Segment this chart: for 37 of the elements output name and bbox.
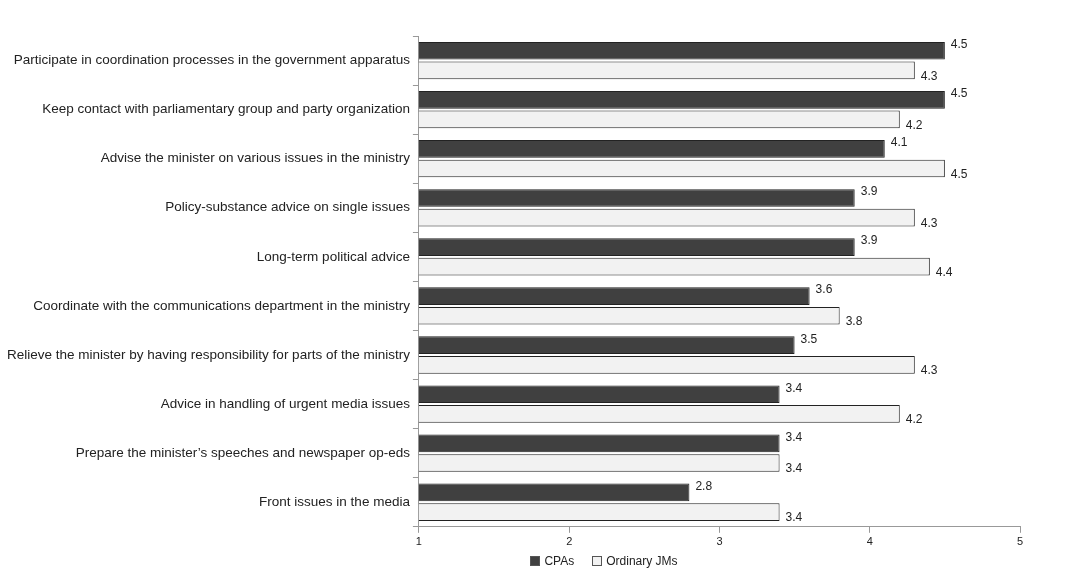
y-tick-label: Prepare the minister’s speeches and newspaper op-eds: [75, 444, 411, 460]
y-tick-label: Coordinate with the communications department in the ministry: [33, 297, 411, 313]
data-label: 3.4: [785, 510, 803, 525]
y-tick-label: Relieve the minister by having responsibility for parts of the ministry: [7, 346, 411, 362]
y-tick-label: Advice in handling of urgent media issues: [160, 395, 411, 411]
data-label: 4.3: [920, 215, 938, 230]
data-label: 4.5: [950, 37, 968, 52]
y-tick-label: Front issues in the media: [259, 493, 411, 509]
data-label: 3.5: [800, 331, 818, 346]
y-tick-label: Participate in coordination processes in the government apparatus: [13, 52, 411, 68]
data-label: 4.4: [935, 264, 953, 279]
y-tick-label: Long-term political advice: [256, 248, 410, 264]
data-label: 4.3: [920, 68, 938, 83]
y-tick-label: Policy-substance advice on single issues: [165, 199, 411, 215]
data-label: 4.1: [890, 135, 908, 150]
data-label: 4.2: [905, 412, 923, 427]
data-label: 4.2: [905, 117, 923, 132]
data-label: 3.9: [860, 233, 878, 248]
x-tick-label: 5: [1016, 535, 1024, 548]
y-tick-label: Keep contact with parliamentary group and party organization: [42, 101, 410, 117]
data-label: 3.8: [845, 314, 863, 329]
x-tick-label: 1: [415, 535, 422, 548]
legend-label: Ordinary JMs: [606, 554, 678, 568]
data-label: 4.5: [950, 166, 968, 181]
x-tick-label: 4: [866, 535, 873, 548]
data-label: 3.9: [860, 184, 878, 199]
data-label: 3.4: [785, 380, 803, 395]
data-label: 2.8: [695, 478, 713, 493]
data-label: 3.4: [785, 461, 803, 476]
x-tick-label: 3: [716, 535, 723, 548]
legend-label: CPAs: [544, 554, 575, 568]
data-label: 3.6: [815, 282, 833, 297]
data-label: 4.3: [920, 363, 938, 378]
data-label: 3.4: [785, 429, 803, 444]
y-tick-label: Advise the minister on various issues in the ministry: [100, 150, 411, 166]
data-label: 4.5: [950, 86, 968, 101]
x-tick-label: 2: [566, 535, 573, 548]
